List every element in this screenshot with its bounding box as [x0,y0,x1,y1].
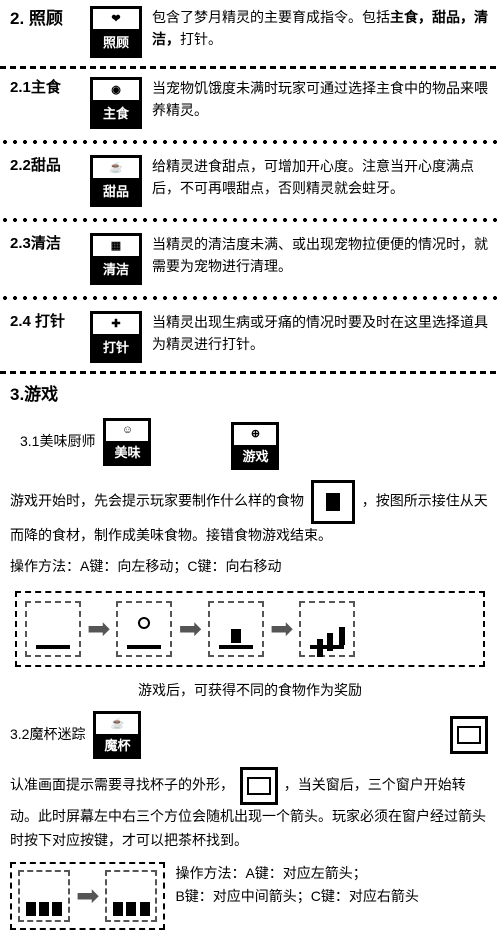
game-frame-1 [25,601,81,657]
cup-icon: ☕ 魔杯 [93,711,141,759]
cup-para: 认准画面提示需要寻找杯子的外形， ，当关窗后，三个窗户开始转动。此时屏幕左中右三… [0,763,500,857]
cup-frame-1 [18,870,70,922]
section-23-desc: 当精灵的清洁度未满、或出现宠物拉便便的情况时，就需要为宠物进行清理。 [152,233,490,278]
cup-shape-icon [240,767,278,805]
food-icon: ◉ 主食 [90,77,142,129]
divider-dots [0,217,500,223]
cup-game-strip: ➡ 操作方法：A键：对应左箭头； B键：对应中间箭头；C键：对应右箭头 [10,862,490,930]
cup-frames: ➡ [10,862,165,930]
section-2-num: 2. 照顾 [10,6,80,32]
arrow-icon: ➡ [270,608,293,650]
chef-para: 游戏开始时，先会提示玩家要制作什么样的食物 ，按图所示接住从天而降的食材，制作成… [0,476,500,552]
section-24-desc: 当精灵出现生病或牙痛的情况时要及时在这里选择道具为精灵进行打针。 [152,311,490,356]
section-22-num: 2.2甜品 [10,155,80,178]
game-frame-4 [299,601,355,657]
game-icon: ⊕ 游戏 [231,422,279,470]
arrow-icon: ➡ [178,608,201,650]
divider [0,371,500,374]
section-21-desc: 当宠物饥饿度未满时玩家可通过选择主食中的物品来喂养精灵。 [152,77,490,122]
cup-controls: 操作方法：A键：对应左箭头； B键：对应中间箭头；C键：对应右箭头 [175,862,490,930]
section-32-header: 3.2魔杯迷踪 ☕ 魔杯 [0,707,500,763]
tasty-icon: ☺ 美味 [103,418,151,466]
section-23-num: 2.3清洁 [10,233,80,256]
injection-icon: ✚ 打针 [90,311,142,363]
section-24-num: 2.4 打针 [10,311,80,334]
section-21: 2.1主食 ◉ 主食 当宠物饥饿度未满时玩家可通过选择主食中的物品来喂养精灵。 [0,71,500,135]
divider-dots [0,139,500,145]
game-frame-2 [116,601,172,657]
section-2-header: 2. 照顾 ❤ 照顾 包含了梦月精灵的主要育成指令。包括主食，甜品，清洁，打针。 [0,0,500,64]
section-24: 2.4 打针 ✚ 打针 当精灵出现生病或牙痛的情况时要及时在这里选择道具为精灵进… [0,305,500,369]
section-3-num: 3.游戏 [10,382,161,408]
arrow-icon: ➡ [87,608,110,650]
chef-game-strip: ➡ ➡ ➡ [15,591,485,667]
care-icon: ❤ 照顾 [90,6,142,58]
section-3-header: 3.游戏 3.1美味厨师 ☺ 美味 ⊕ 游戏 [0,376,500,476]
food-target-icon [311,480,355,524]
dessert-icon: ☕ 甜品 [90,155,142,207]
game-frame-3 [208,601,264,657]
section-21-num: 2.1主食 [10,77,80,100]
section-31-header: 3.1美味厨师 ☺ 美味 [10,414,161,470]
chef-reward: 游戏后，可获得不同的食物作为奖励 [0,675,500,707]
section-22: 2.2甜品 ☕ 甜品 给精灵进食甜点，可增加开心度。注意当开心度满点后，不可再喂… [0,149,500,213]
section-2-desc: 包含了梦月精灵的主要育成指令。包括主食，甜品，清洁，打针。 [152,6,490,51]
chef-controls: 操作方法：A键：向左移动；C键：向右移动 [0,551,500,583]
divider-dots [0,295,500,301]
section-22-desc: 给精灵进食甜点，可增加开心度。注意当开心度满点后，不可再喂甜点，否则精灵就会蛀牙… [152,155,490,200]
clean-icon: ▦ 清洁 [90,233,142,285]
cup-window-icon [450,716,488,754]
divider [0,66,500,69]
cup-frame-2 [105,870,157,922]
arrow-icon: ➡ [76,875,99,917]
section-23: 2.3清洁 ▦ 清洁 当精灵的清洁度未满、或出现宠物拉便便的情况时，就需要为宠物… [0,227,500,291]
